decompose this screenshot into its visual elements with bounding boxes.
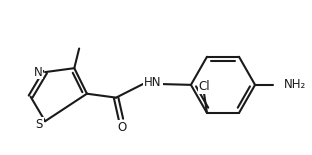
Text: S: S bbox=[36, 118, 43, 131]
Text: N: N bbox=[34, 66, 43, 79]
Text: NH₂: NH₂ bbox=[284, 78, 306, 91]
Text: HN: HN bbox=[144, 76, 162, 89]
Text: Cl: Cl bbox=[198, 80, 210, 93]
Text: O: O bbox=[117, 121, 127, 134]
